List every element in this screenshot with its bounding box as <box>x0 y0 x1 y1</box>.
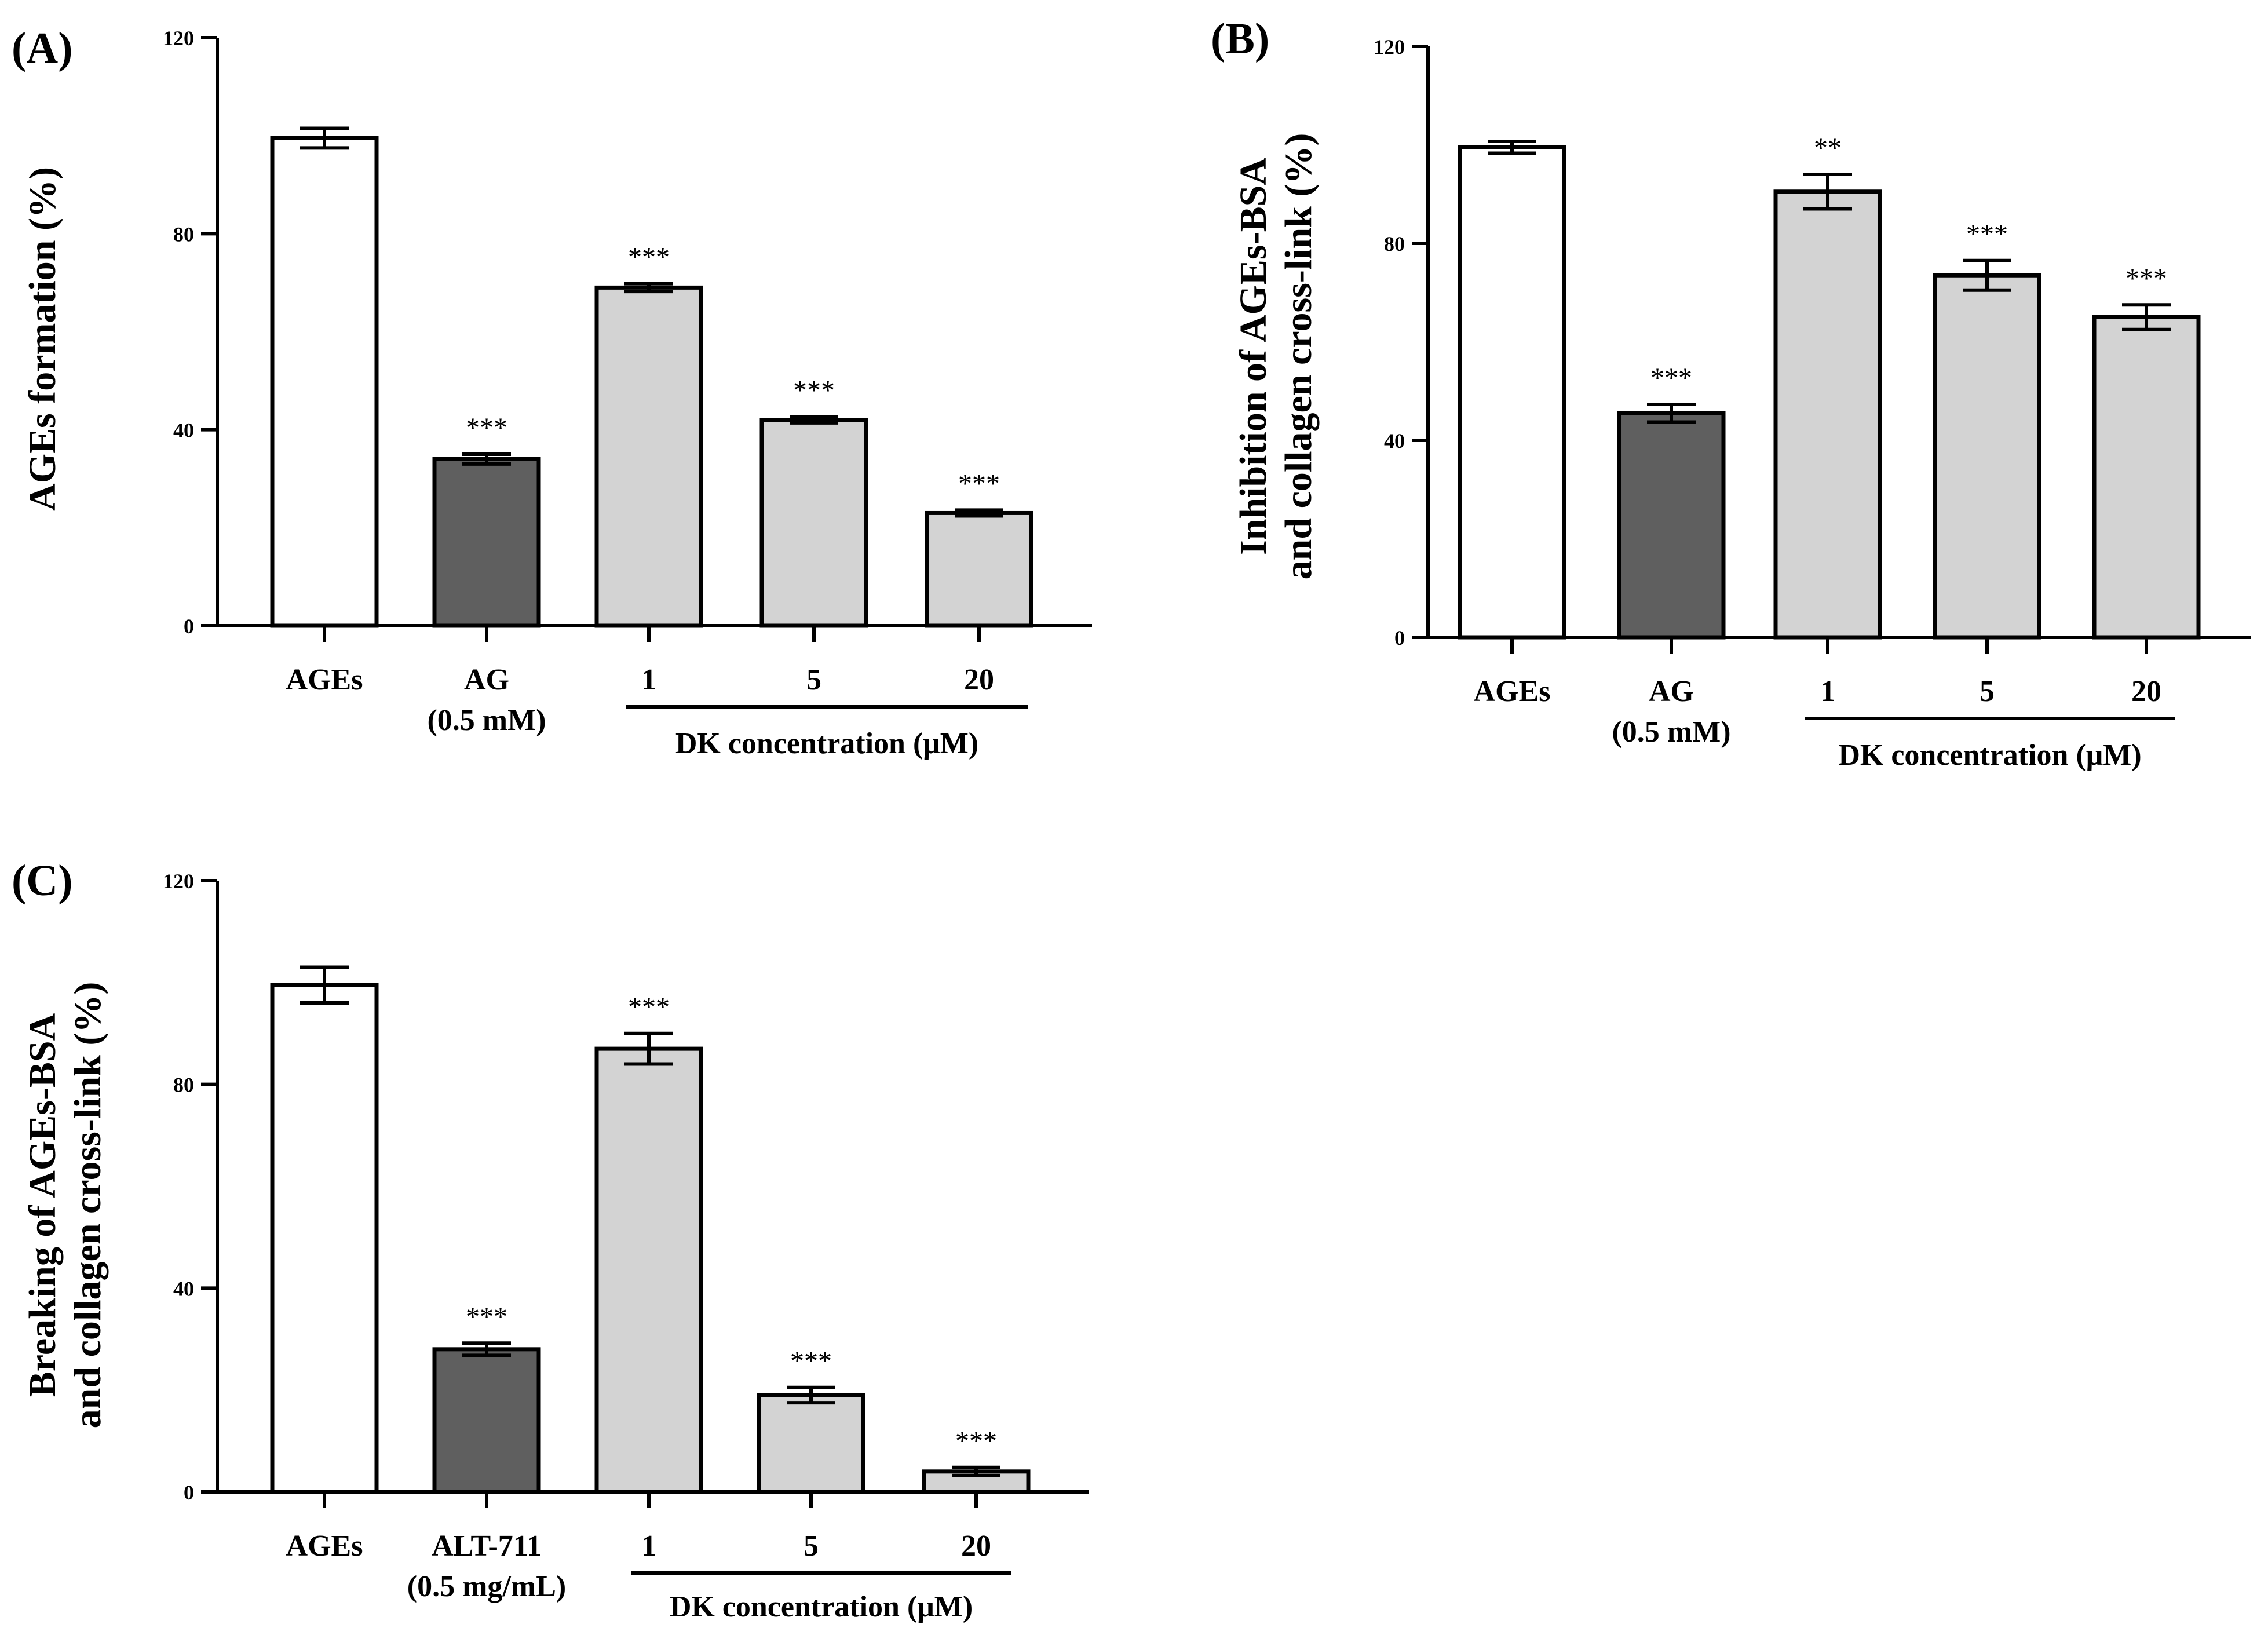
panel-label: (B) <box>1211 14 1269 63</box>
x-category-label: 5 <box>806 663 821 696</box>
panel-a: (A) AGEs formation (%) *** *** *** *** 0 40 80… <box>12 24 1092 760</box>
group-label: DK concentration (μM) <box>670 1590 973 1623</box>
y-axis-label-line-2: and collagen cross-link (%) <box>67 982 109 1429</box>
significance-mark: *** <box>958 468 1000 499</box>
significance-mark: *** <box>793 375 835 406</box>
panel-label: (A) <box>12 24 73 72</box>
significance-mark: *** <box>1650 363 1692 393</box>
y-tick-label: 40 <box>1384 429 1405 452</box>
panel-label: (C) <box>12 856 73 905</box>
significance-mark: *** <box>790 1346 832 1377</box>
significance-mark: ** <box>1814 133 1842 163</box>
bar-dk <box>757 1393 865 1494</box>
significance-mark: *** <box>466 1301 507 1332</box>
significance-mark: *** <box>628 992 670 1023</box>
bar-dk <box>594 285 703 628</box>
bar-control <box>270 136 379 628</box>
x-category-label: AGEs <box>286 663 363 696</box>
bar-dk <box>1773 189 1882 640</box>
group-label: DK concentration (μM) <box>675 727 978 760</box>
bar-positive <box>432 1347 541 1494</box>
x-category-label: AGEs <box>286 1530 363 1563</box>
significance-mark: *** <box>466 413 507 443</box>
bar-dk <box>594 1046 703 1494</box>
y-axis-label: Inhibition of AGEs-BSA and collagen cros… <box>1232 133 1320 580</box>
x-category-label: AG <box>1649 675 1694 708</box>
significance-mark: *** <box>955 1426 997 1457</box>
group-label: DK concentration (μM) <box>1838 739 2141 772</box>
y-tick-label: 40 <box>173 1277 194 1300</box>
y-tick-label: 40 <box>173 419 194 442</box>
bar-dk <box>925 510 1033 628</box>
y-tick-label: 120 <box>1374 35 1405 59</box>
y-axis-label: AGEs formation (%) <box>21 167 64 511</box>
x-category-label: ALT-711 <box>432 1530 542 1563</box>
y-axis-label-line-1: Inhibition of AGEs-BSA <box>1232 158 1274 555</box>
y-tick-label: 120 <box>163 27 194 50</box>
x-category-label: 1 <box>1820 675 1835 708</box>
bar-control <box>270 983 379 1494</box>
x-category-label: 1 <box>641 1530 656 1563</box>
significance-mark: *** <box>1966 219 2008 250</box>
y-tick-label: 80 <box>1384 232 1405 256</box>
y-axis-label-line-1: AGEs formation (%) <box>21 167 64 511</box>
y-axis-label-line-2: and collagen cross-link (%) <box>1277 133 1320 580</box>
y-tick-label: 0 <box>184 1481 194 1504</box>
bar-control <box>1458 145 1566 640</box>
x-category-label: 20 <box>2131 675 2161 708</box>
bar-dk <box>759 418 868 628</box>
bar-dk <box>2092 315 2201 640</box>
y-axis-label: Breaking of AGEs-BSA and collagen cross-… <box>21 982 109 1429</box>
x-category-label: AGEs <box>1474 675 1551 708</box>
x-category-label: 1 <box>641 663 656 696</box>
bar-positive <box>432 457 541 628</box>
y-tick-label: 80 <box>173 1074 194 1097</box>
x-category-label: 20 <box>964 663 994 696</box>
y-tick-label: 0 <box>184 615 194 638</box>
x-category-sublabel: (0.5 mM) <box>1612 716 1730 749</box>
panel-c: (C) Breaking of AGEs-BSA and collagen cr… <box>12 856 1089 1623</box>
y-axis-label-line-1: Breaking of AGEs-BSA <box>21 1013 64 1397</box>
bar-dk <box>1933 273 2041 640</box>
plot-area: *** *** *** *** 0 40 80 120 AGEs AG (0.5 mM) 1 5 20 DK… <box>163 27 1092 760</box>
x-category-sublabel: (0.5 mg/mL) <box>407 1570 566 1603</box>
y-tick-label: 120 <box>163 870 194 893</box>
x-category-label: 5 <box>804 1530 819 1563</box>
panel-b: (B) Inhibition of AGEs-BSA and collagen … <box>1211 14 2251 772</box>
x-category-label: 5 <box>1980 675 1995 708</box>
significance-mark: *** <box>2125 263 2167 294</box>
y-tick-label: 0 <box>1394 626 1405 649</box>
x-category-sublabel: (0.5 mM) <box>427 704 546 737</box>
bar-positive <box>1617 411 1726 640</box>
y-tick-label: 80 <box>173 222 194 246</box>
x-category-label: 20 <box>961 1530 991 1563</box>
x-category-label: AG <box>464 663 509 696</box>
significance-mark: *** <box>628 242 670 273</box>
